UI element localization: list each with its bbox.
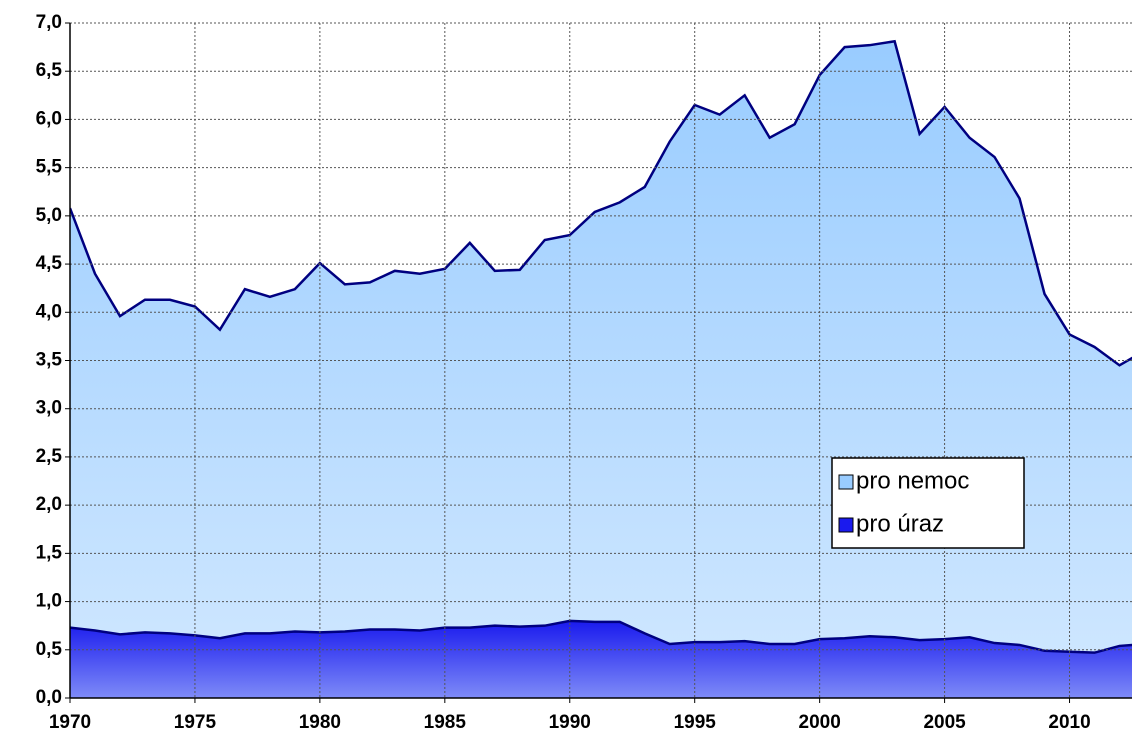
y-tick-label: 1,0 — [36, 591, 62, 612]
legend — [831, 457, 1025, 549]
y-tick-label: 4,0 — [36, 301, 62, 322]
area — [70, 620, 1132, 698]
area-line — [70, 619, 1132, 654]
x-tick-label: 1985 — [424, 712, 467, 733]
legend-label: pro nemoc — [856, 467, 969, 494]
y-tick-label: 7,0 — [36, 12, 62, 33]
x-tick-label: 1995 — [674, 712, 717, 733]
y-tick-label: 1,5 — [36, 542, 63, 563]
y-tick-label: 3,0 — [36, 398, 62, 419]
legend-swatch — [838, 474, 854, 490]
x-tick-label: 1970 — [49, 712, 91, 733]
y-tick-label: 3,5 — [36, 350, 63, 371]
x-tick-label: 1975 — [174, 712, 217, 733]
y-tick-label: 5,5 — [36, 157, 63, 178]
y-tick-label: 0,0 — [36, 687, 62, 708]
y-tick-label: 4,5 — [36, 253, 63, 274]
y-tick-label: 6,0 — [36, 108, 62, 129]
x-tick-label: 1990 — [549, 712, 591, 733]
x-tick-label: 2010 — [1048, 712, 1090, 733]
y-tick-label: 2,5 — [36, 446, 63, 467]
area-line — [70, 39, 1132, 367]
legend-swatch — [838, 517, 854, 533]
x-tick-label: 2005 — [923, 712, 966, 733]
legend-label: pro úraz — [856, 510, 944, 537]
y-tick-label: 2,0 — [36, 494, 62, 515]
y-tick-label: 6,5 — [36, 60, 63, 81]
x-tick-label: 1980 — [299, 712, 341, 733]
y-tick-label: 5,0 — [36, 205, 62, 226]
y-tick-label: 0,5 — [36, 639, 63, 660]
x-tick-label: 2000 — [799, 712, 841, 733]
